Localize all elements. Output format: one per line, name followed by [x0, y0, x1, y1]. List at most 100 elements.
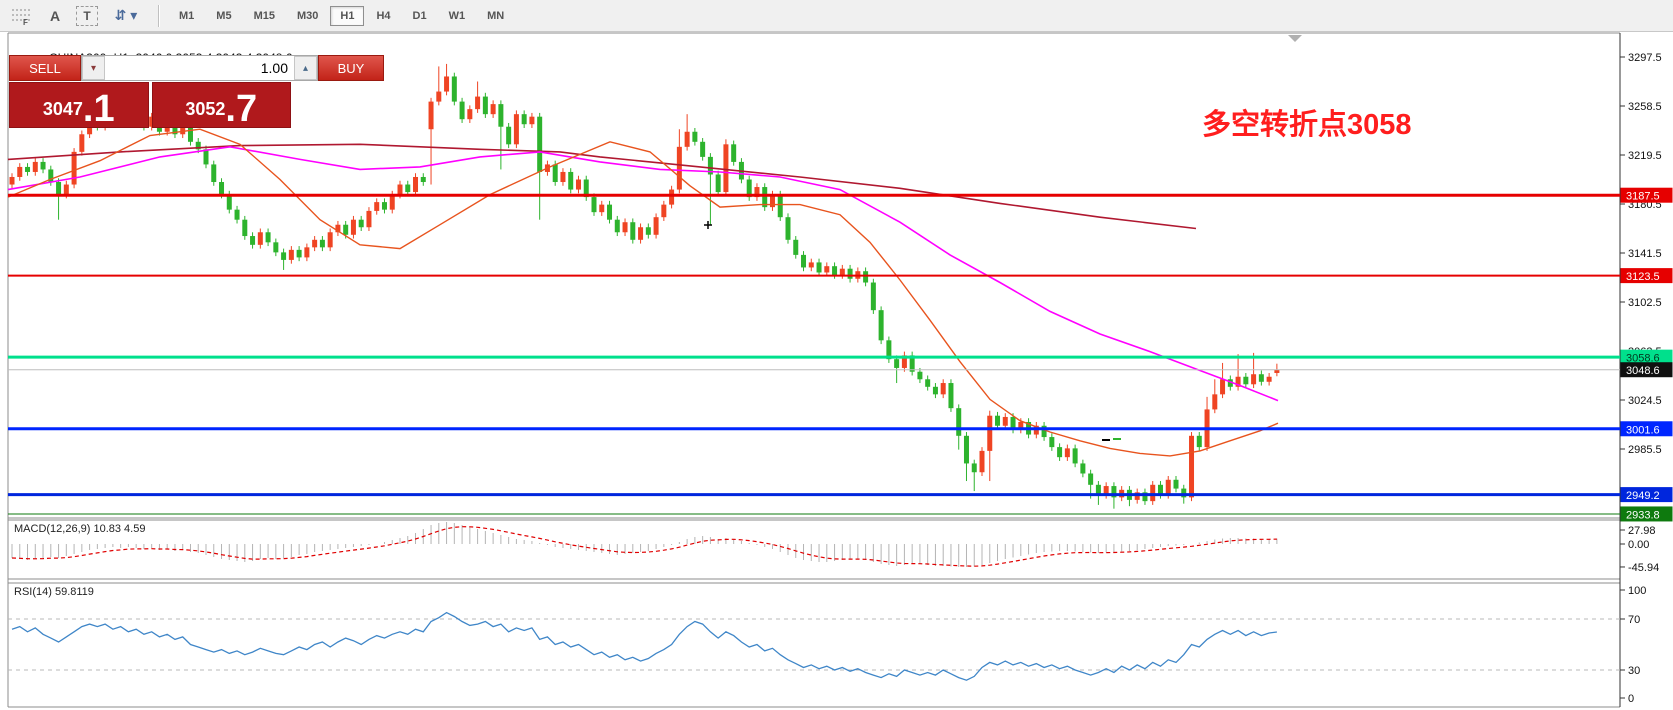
candle: [839, 268, 845, 275]
text-tool-icon[interactable]: A: [49, 7, 61, 24]
candle: [956, 408, 962, 436]
candle: [832, 266, 838, 275]
buy-price-whole: 3052: [185, 99, 226, 119]
price-tag-2933.8: [1620, 506, 1673, 522]
candle: [389, 194, 395, 210]
sell-price-big-digit: .1: [82, 87, 115, 130]
axis-label: 70: [1628, 614, 1640, 626]
macd-pane: [11, 522, 1278, 567]
timeframe-button-M5[interactable]: M5: [216, 9, 232, 22]
candle: [71, 151, 77, 185]
axis-label: 30: [1628, 665, 1640, 677]
candle: [878, 310, 884, 341]
candle: [591, 197, 597, 213]
candle: [444, 76, 450, 92]
sell-button[interactable]: SELL: [9, 55, 81, 81]
candle: [327, 232, 333, 248]
candle: [288, 249, 294, 260]
candle: [9, 176, 15, 185]
candle: [863, 271, 869, 283]
candle: [203, 149, 209, 165]
candle: [25, 166, 31, 172]
timeframe-button-M15[interactable]: M15: [253, 9, 275, 22]
trade-panel-top-row: SELL ▾ ▴ BUY: [9, 55, 384, 81]
timeframe-button-H1[interactable]: H1: [330, 5, 365, 26]
macd-signal-line: [11, 526, 1277, 567]
macd-indicator-label: MACD(12,26,9) 10.83 4.59: [14, 523, 146, 535]
axis-label: -45.94: [1628, 562, 1659, 574]
chart-annotation-text: 多空转折点3058: [1202, 109, 1412, 141]
volume-decrease-button[interactable]: ▾: [82, 56, 105, 80]
axis-label: 3024.5: [1628, 395, 1662, 407]
candle: [312, 239, 318, 248]
candle: [1150, 484, 1156, 502]
volume-input[interactable]: [105, 56, 294, 80]
candle: [335, 224, 341, 233]
candle: [195, 141, 201, 150]
candle: [234, 209, 240, 220]
buy-button[interactable]: BUY: [318, 55, 384, 81]
candle: [653, 217, 659, 235]
candle: [801, 254, 807, 268]
candle: [901, 355, 907, 368]
candle: [63, 184, 69, 195]
fibonacci-tool-icon[interactable]: F: [8, 4, 34, 28]
candle: [746, 179, 752, 198]
candle: [1111, 486, 1117, 498]
candle: [281, 252, 287, 260]
chart-shift-marker-icon[interactable]: [1288, 35, 1302, 42]
candle: [1189, 435, 1195, 498]
candle: [420, 176, 426, 183]
price-tag-3001.6: [1620, 421, 1673, 437]
axis-label: 100: [1628, 585, 1646, 597]
chart-window[interactable]: 3297.53258.53219.53180.53141.53102.53063…: [0, 32, 1673, 710]
candle: [995, 415, 1001, 426]
candle: [676, 146, 682, 190]
timeframe-button-MN[interactable]: MN: [487, 9, 505, 22]
arrows-tool-icon[interactable]: ⇵ ▾: [114, 7, 138, 23]
candle: [1018, 421, 1024, 430]
candle: [226, 194, 232, 210]
candle: [583, 179, 589, 198]
price-axis-tags: 3187.5 3123.5 3058.6 3001.6 2949.2 2933.8 3048…: [1620, 187, 1673, 522]
one-click-trade-panel: SELL ▾ ▴ BUY 3047 .1 3052 .7: [9, 55, 384, 128]
svg-text:F: F: [23, 18, 28, 25]
text-label-tool-icon[interactable]: T: [76, 5, 98, 26]
sell-price-display[interactable]: 3047 .1: [9, 82, 149, 128]
candle: [754, 187, 760, 198]
axis-label: 3123.5: [1626, 271, 1660, 283]
axis-label: 2985.5: [1628, 444, 1662, 456]
candle: [1220, 379, 1226, 395]
candle: [987, 415, 993, 451]
candle: [1057, 447, 1063, 458]
timeframe-button-D1[interactable]: D1: [412, 9, 427, 22]
buy-price-display[interactable]: 3052 .7: [151, 82, 291, 130]
volume-increase-button[interactable]: ▴: [294, 56, 317, 80]
candle: [79, 134, 85, 152]
axis-label: 3258.5: [1628, 101, 1662, 113]
timeframe-button-H4[interactable]: H4: [376, 9, 391, 22]
candle: [397, 184, 403, 195]
candle: [350, 219, 356, 235]
candle: [971, 463, 977, 473]
candle: [358, 219, 364, 228]
timeframe-button-M1[interactable]: M1: [179, 9, 195, 22]
candle: [925, 379, 931, 387]
candle: [1010, 416, 1016, 430]
trade-panel-price-row: 3047 .1 3052 .7: [9, 82, 291, 128]
timeframe-button-M30[interactable]: M30: [296, 9, 319, 22]
candle: [242, 219, 248, 237]
ma-mid: [7, 145, 1279, 402]
candle: [715, 174, 721, 193]
candle: [1266, 376, 1272, 382]
timeframe-button-W1[interactable]: W1: [448, 9, 466, 22]
candle: [1157, 484, 1163, 495]
axis-label: 3187.5: [1626, 191, 1660, 203]
buy-price-big-digit: .7: [225, 87, 258, 130]
price-chart-canvas[interactable]: 3297.53258.53219.53180.53141.53102.53063…: [0, 32, 1673, 710]
timeframe-buttons: M1 M5 M15 M30 H1 H4 D1 W1 MN: [168, 5, 515, 26]
candle: [187, 126, 193, 142]
price-tag-3123.5: [1620, 268, 1673, 284]
candle: [1227, 379, 1233, 387]
axis-label: 3058.6: [1626, 353, 1660, 365]
